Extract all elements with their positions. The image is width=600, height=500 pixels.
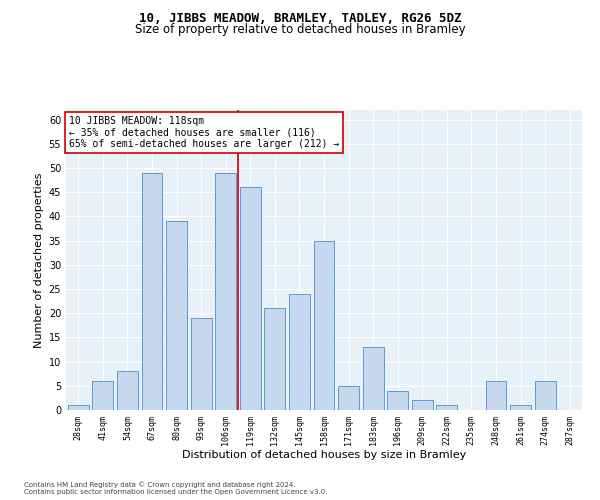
X-axis label: Distribution of detached houses by size in Bramley: Distribution of detached houses by size … bbox=[182, 450, 466, 460]
Bar bbox=[142, 173, 163, 410]
Bar bbox=[387, 390, 408, 410]
Bar bbox=[436, 405, 457, 410]
Y-axis label: Number of detached properties: Number of detached properties bbox=[34, 172, 44, 348]
Bar bbox=[338, 386, 359, 410]
Text: Contains public sector information licensed under the Open Government Licence v3: Contains public sector information licen… bbox=[24, 489, 328, 495]
Bar bbox=[412, 400, 433, 410]
Bar bbox=[240, 188, 261, 410]
Bar bbox=[362, 347, 383, 410]
Bar bbox=[485, 381, 506, 410]
Bar bbox=[191, 318, 212, 410]
Bar bbox=[265, 308, 286, 410]
Text: Size of property relative to detached houses in Bramley: Size of property relative to detached ho… bbox=[134, 22, 466, 36]
Bar bbox=[92, 381, 113, 410]
Bar bbox=[117, 372, 138, 410]
Bar bbox=[289, 294, 310, 410]
Text: 10, JIBBS MEADOW, BRAMLEY, TADLEY, RG26 5DZ: 10, JIBBS MEADOW, BRAMLEY, TADLEY, RG26 … bbox=[139, 12, 461, 26]
Text: Contains HM Land Registry data © Crown copyright and database right 2024.: Contains HM Land Registry data © Crown c… bbox=[24, 481, 296, 488]
Bar bbox=[166, 222, 187, 410]
Text: 10 JIBBS MEADOW: 118sqm
← 35% of detached houses are smaller (116)
65% of semi-d: 10 JIBBS MEADOW: 118sqm ← 35% of detache… bbox=[68, 116, 339, 149]
Bar bbox=[535, 381, 556, 410]
Bar bbox=[314, 240, 334, 410]
Bar bbox=[215, 173, 236, 410]
Bar bbox=[68, 405, 89, 410]
Bar bbox=[510, 405, 531, 410]
